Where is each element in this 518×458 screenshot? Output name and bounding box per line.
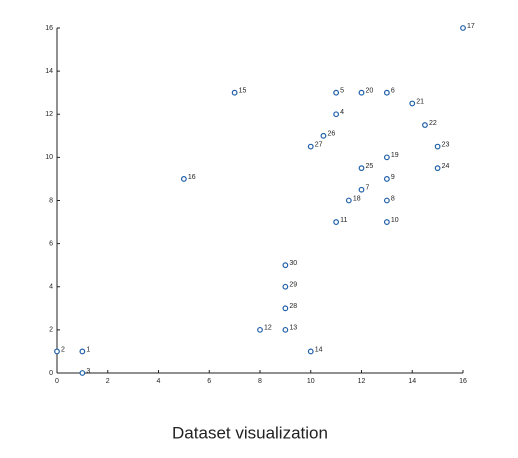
- point: [434, 165, 441, 172]
- point: [231, 89, 238, 96]
- point-label: 27: [315, 141, 323, 148]
- point-label: 5: [340, 88, 344, 95]
- point: [383, 89, 390, 96]
- point-label: 6: [391, 88, 395, 95]
- point: [333, 219, 340, 225]
- point: [383, 154, 390, 161]
- point: [434, 143, 441, 150]
- point: [282, 283, 289, 290]
- point: [79, 348, 86, 355]
- x-tick-label: 2: [106, 378, 110, 385]
- point-label: 9: [391, 174, 395, 181]
- point-label: 28: [289, 303, 297, 310]
- y-tick-label: 2: [49, 327, 53, 334]
- point: [282, 326, 289, 333]
- point-label: 16: [188, 174, 196, 181]
- x-tick-label: 0: [55, 378, 59, 385]
- chart-title: Dataset visualization: [172, 423, 328, 442]
- y-tick-label: 12: [45, 111, 53, 118]
- point-label: 17: [467, 23, 475, 30]
- y-tick-label: 0: [49, 370, 53, 377]
- point: [79, 370, 86, 376]
- point-label: 15: [239, 88, 247, 95]
- point-label: 19: [391, 152, 399, 159]
- point: [383, 219, 390, 225]
- point-label: 14: [315, 346, 323, 353]
- y-tick-label: 8: [49, 197, 53, 204]
- point-label: 30: [289, 260, 297, 267]
- x-tick-label: 8: [258, 378, 262, 385]
- x-tick-label: 4: [157, 378, 161, 385]
- point: [409, 100, 416, 107]
- point: [282, 262, 289, 269]
- y-tick-label: 6: [49, 240, 53, 247]
- point: [333, 111, 340, 118]
- point-label: 7: [366, 185, 370, 192]
- point-label: 26: [327, 131, 335, 138]
- x-tick-label: 6: [207, 378, 211, 385]
- y-tick-label: 4: [49, 284, 53, 291]
- point: [180, 176, 187, 182]
- point: [54, 348, 60, 355]
- point: [282, 305, 289, 312]
- point: [307, 348, 314, 355]
- point-label: 1: [86, 346, 90, 353]
- point: [422, 122, 428, 128]
- point: [383, 197, 390, 204]
- point-label: 25: [366, 163, 374, 170]
- point: [257, 326, 263, 333]
- point: [358, 186, 365, 193]
- point-label: 13: [289, 325, 297, 332]
- point-label: 4: [340, 109, 344, 116]
- point-label: 18: [353, 195, 361, 202]
- point-label: 12: [264, 325, 272, 332]
- x-tick-label: 16: [459, 378, 467, 385]
- point-label: 2: [61, 346, 65, 353]
- point: [333, 89, 340, 96]
- point: [383, 176, 390, 182]
- point-label: 24: [442, 163, 450, 170]
- y-tick-label: 14: [45, 68, 53, 75]
- point-label: 22: [429, 120, 437, 127]
- y-tick-label: 16: [45, 25, 53, 32]
- point: [358, 165, 365, 172]
- point: [307, 143, 314, 150]
- point-label: 23: [442, 141, 450, 148]
- x-tick-label: 14: [408, 378, 416, 385]
- point-label: 11: [340, 217, 347, 224]
- point-label: 8: [391, 195, 395, 202]
- point: [320, 132, 327, 139]
- point-label: 3: [86, 368, 90, 375]
- point-label: 29: [289, 282, 297, 289]
- point: [358, 89, 365, 96]
- point-label: 20: [366, 88, 374, 95]
- point: [345, 197, 352, 204]
- y-tick-label: 10: [45, 154, 53, 161]
- x-tick-label: 12: [358, 378, 366, 385]
- point-label: 10: [391, 217, 399, 224]
- point: [460, 25, 466, 31]
- x-tick-label: 10: [307, 378, 315, 385]
- point-label: 21: [416, 98, 424, 105]
